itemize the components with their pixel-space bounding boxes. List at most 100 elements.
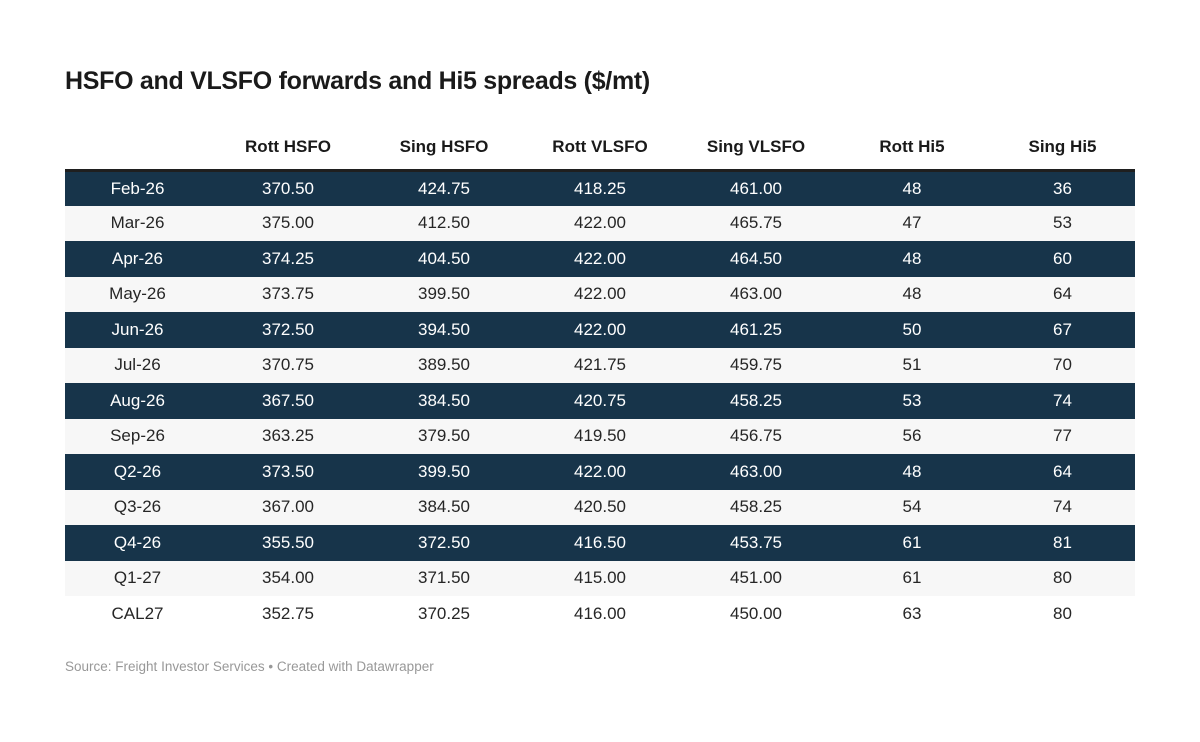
cell-rott-hi5: 50	[902, 319, 922, 339]
row-label: Jul-26	[114, 355, 161, 375]
cell-sing-hi5: 74	[1053, 390, 1072, 410]
column-header-sing-hsfo: Sing HSFO	[366, 132, 522, 172]
cell-rott-hi5: 61	[902, 568, 922, 588]
cell-rott-vlsfo: 422.00	[574, 461, 626, 481]
cell-rott-hsfo: 363.25	[262, 426, 314, 446]
row-label-column-header	[65, 132, 210, 172]
row-label: CAL27	[111, 603, 164, 623]
cell-sing-vlsfo: 461.00	[730, 178, 782, 198]
column-header-rott-hi5: Rott Hi5	[834, 132, 990, 172]
cell-rott-hsfo: 370.75	[262, 355, 314, 375]
header-row: Rott HSFO Sing HSFO Rott VLSFO Sing VLSFO Ro…	[65, 132, 1135, 172]
cell-sing-hi5: 80	[1053, 568, 1072, 588]
cell-rott-vlsfo: 422.00	[574, 284, 626, 304]
cell-sing-hsfo: 399.50	[418, 461, 470, 481]
table-row-apr-26: Apr-26 374.25 404.50 422.00 464.50 48 60	[65, 241, 1135, 277]
cell-rott-hi5: 51	[902, 355, 922, 375]
cell-sing-hi5: 67	[1053, 319, 1072, 339]
cell-sing-hsfo: 424.75	[418, 178, 470, 198]
cell-sing-vlsfo: 465.75	[730, 213, 782, 233]
table-row-jun-26: Jun-26 372.50 394.50 422.00 461.25 50 67	[65, 312, 1135, 348]
table-row-jul-26: Jul-26 370.75 389.50 421.75 459.75 51 70	[65, 347, 1135, 383]
cell-sing-hi5: 77	[1053, 426, 1072, 446]
source-note: Source: Freight Investor Services • Crea…	[65, 658, 1135, 675]
table-row-may-26: May-26 373.75 399.50 422.00 463.00 48 64	[65, 276, 1135, 312]
cell-rott-hi5: 54	[902, 497, 922, 517]
cell-sing-hsfo: 389.50	[418, 355, 470, 375]
cell-rott-hi5: 61	[902, 532, 922, 552]
row-label: Q1-27	[113, 568, 162, 588]
cell-rott-hi5: 48	[902, 284, 922, 304]
column-header-sing-vlsfo: Sing VLSFO	[678, 132, 834, 172]
cell-rott-vlsfo: 420.50	[574, 497, 626, 517]
datawrapper-attribution-link[interactable]: Created with Datawrapper	[276, 658, 434, 674]
table-row-mar-26: Mar-26 375.00 412.50 422.00 465.75 47 53	[65, 205, 1135, 241]
cell-sing-hi5: 81	[1053, 532, 1072, 552]
row-label: Q4-26	[113, 532, 162, 552]
table-row-feb-26: Feb-26 370.50 424.75 418.25 461.00 48 36	[65, 170, 1135, 206]
footer-separator: •	[268, 658, 274, 674]
table-row-q3-26: Q3-26 367.00 384.50 420.50 458.25 54 74	[65, 489, 1135, 525]
cell-sing-hsfo: 394.50	[418, 319, 470, 339]
table-row-q2-26: Q2-26 373.50 399.50 422.00 463.00 48 64	[65, 454, 1135, 490]
table-header: Rott HSFO Sing HSFO Rott VLSFO Sing VLSFO Ro…	[65, 132, 1135, 172]
cell-sing-vlsfo: 464.50	[730, 248, 782, 268]
cell-rott-hi5: 48	[902, 178, 922, 198]
cell-rott-hsfo: 355.50	[262, 532, 314, 552]
cell-sing-vlsfo: 463.00	[730, 284, 782, 304]
cell-rott-hsfo: 372.50	[262, 319, 314, 339]
cell-rott-hsfo: 373.50	[262, 461, 314, 481]
cell-sing-hsfo: 372.50	[418, 532, 470, 552]
chart-title: HSFO and VLSFO forwards and Hi5 spreads …	[65, 67, 650, 95]
cell-sing-hi5: 64	[1053, 461, 1072, 481]
cell-sing-vlsfo: 459.75	[730, 355, 782, 375]
cell-sing-vlsfo: 463.00	[730, 461, 782, 481]
cell-sing-vlsfo: 461.25	[730, 319, 782, 339]
column-header-rott-hsfo: Rott HSFO	[210, 132, 366, 172]
cell-rott-hi5: 47	[902, 213, 922, 233]
cell-rott-hi5: 53	[902, 390, 922, 410]
cell-sing-hsfo: 404.50	[418, 248, 470, 268]
cell-sing-hsfo: 384.50	[418, 390, 470, 410]
cell-rott-hi5: 56	[902, 426, 922, 446]
cell-rott-hi5: 48	[902, 461, 922, 481]
cell-rott-hsfo: 375.00	[262, 213, 314, 233]
row-label: Sep-26	[110, 426, 165, 446]
cell-rott-vlsfo: 421.75	[574, 355, 626, 375]
cell-rott-hsfo: 374.25	[262, 248, 314, 268]
cell-rott-hsfo: 373.75	[262, 284, 314, 304]
cell-rott-hsfo: 370.50	[262, 178, 314, 198]
cell-sing-hsfo: 399.50	[418, 284, 470, 304]
source-label: Source:	[65, 658, 112, 674]
table-row-aug-26: Aug-26 367.50 384.50 420.75 458.25 53 74	[65, 383, 1135, 419]
cell-rott-hsfo: 352.75	[262, 603, 314, 623]
cell-sing-vlsfo: 456.75	[730, 426, 782, 446]
cell-sing-hsfo: 379.50	[418, 426, 470, 446]
row-label: Q2-26	[113, 461, 162, 481]
cell-sing-hi5: 60	[1053, 248, 1072, 268]
cell-sing-hi5: 53	[1053, 213, 1072, 233]
cell-sing-vlsfo: 450.00	[730, 603, 782, 623]
cell-rott-hsfo: 367.00	[262, 497, 314, 517]
forwards-table: Rott HSFO Sing HSFO Rott VLSFO Sing VLSFO Ro…	[65, 132, 1135, 632]
table-body: Feb-26 370.50 424.75 418.25 461.00 48 36 Mar-26…	[65, 170, 1135, 632]
row-label: May-26	[109, 284, 166, 304]
cell-sing-hsfo: 370.25	[418, 603, 470, 623]
cell-rott-vlsfo: 422.00	[574, 213, 626, 233]
row-label: Feb-26	[110, 178, 165, 198]
cell-sing-hsfo: 371.50	[418, 568, 470, 588]
cell-sing-hi5: 74	[1053, 497, 1072, 517]
cell-sing-vlsfo: 458.25	[730, 390, 782, 410]
cell-rott-vlsfo: 422.00	[574, 319, 626, 339]
cell-rott-hi5: 63	[902, 603, 922, 623]
table-row-sep-26: Sep-26 363.25 379.50 419.50 456.75 56 77	[65, 418, 1135, 454]
cell-rott-hsfo: 367.50	[262, 390, 314, 410]
row-label: Apr-26	[111, 248, 164, 268]
cell-rott-vlsfo: 418.25	[574, 178, 626, 198]
cell-rott-vlsfo: 416.00	[574, 603, 626, 623]
cell-sing-vlsfo: 453.75	[730, 532, 782, 552]
row-label: Mar-26	[110, 213, 165, 233]
cell-rott-vlsfo: 419.50	[574, 426, 626, 446]
row-label: Aug-26	[110, 390, 165, 410]
